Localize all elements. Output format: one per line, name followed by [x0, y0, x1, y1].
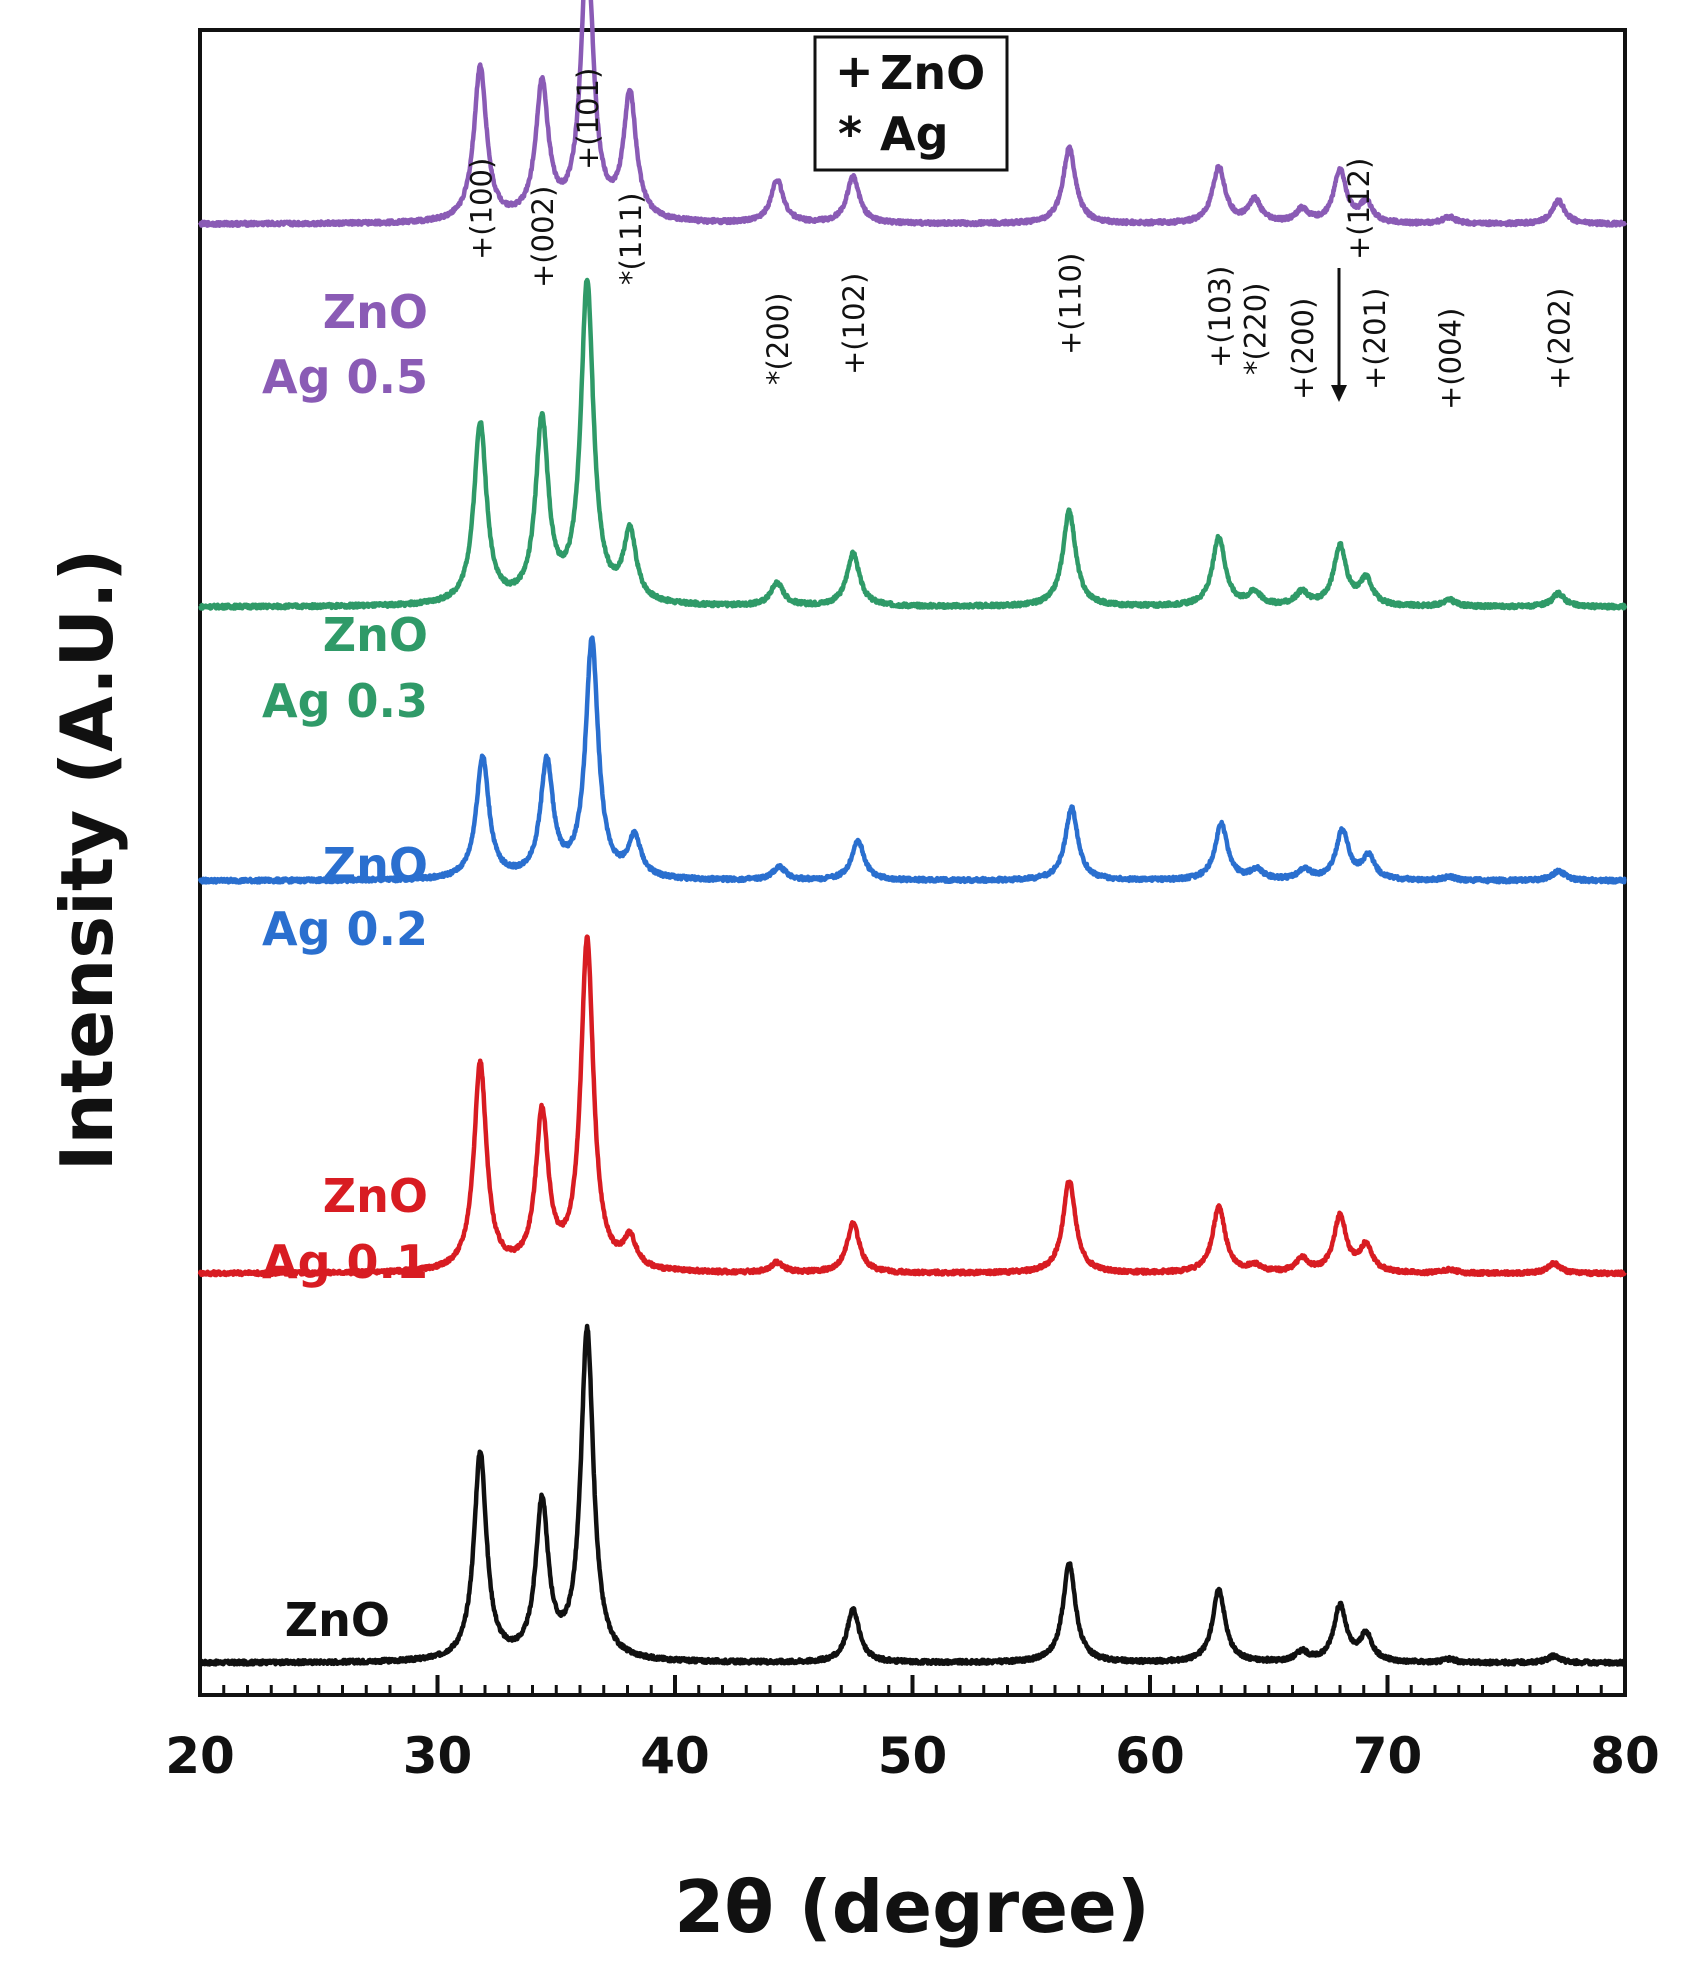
peak-label-10: +(112) — [1342, 158, 1376, 260]
series-line-1 — [197, 934, 1627, 1278]
legend: + ZnO * Ag — [813, 35, 1009, 172]
series-label-3-1: Ag 0.3 — [262, 674, 428, 728]
x-tick-label-80: 80 — [1590, 1727, 1660, 1785]
peak-label-3: *(111) — [614, 193, 648, 285]
peak-annotations: +(100) +(002) +(101) *(111) *(200) +(102) +(11… — [464, 68, 1576, 410]
legend-symbol-ag: * — [838, 107, 862, 161]
series-line-4 — [197, 0, 1628, 228]
series-label-1-0: ZnO — [323, 1169, 428, 1223]
series-label-1-1: Ag 0.1 — [262, 1235, 428, 1289]
peak-label-1: +(002) — [526, 186, 560, 288]
peak-label-4: *(200) — [761, 293, 795, 385]
x-tick-label-30: 30 — [403, 1727, 473, 1785]
legend-box — [813, 35, 1009, 172]
series-label-0-0: ZnO — [285, 1593, 390, 1647]
series-0: ZnO — [198, 1323, 1628, 1667]
series-line-0 — [198, 1323, 1628, 1667]
series-line-3 — [198, 277, 1628, 611]
series-2: ZnO Ag 0.2 — [197, 635, 1627, 956]
peak-label-9: +(200) — [1286, 298, 1320, 400]
x-axis-title: 2θ (degree) — [674, 1865, 1150, 1949]
x-axis-ticks: 20 30 40 50 60 70 80 — [165, 1675, 1660, 1785]
peak-label-7: +(103) — [1203, 266, 1237, 368]
peak-label-6: +(110) — [1053, 253, 1087, 355]
peak-label-11: +(201) — [1358, 288, 1392, 390]
series-label-2-1: Ag 0.2 — [262, 902, 428, 956]
x-tick-label-20: 20 — [165, 1727, 235, 1785]
x-tick-label-50: 50 — [878, 1727, 948, 1785]
series-3: ZnO Ag 0.3 — [198, 277, 1628, 728]
series-line-2 — [197, 635, 1627, 885]
peak-label-2: +(101) — [571, 68, 605, 170]
series-label-4-0: ZnO — [323, 285, 428, 339]
legend-label-ag: Ag — [880, 107, 949, 161]
peak-label-8: *(220) — [1239, 283, 1273, 375]
x-tick-label-60: 60 — [1115, 1727, 1185, 1785]
peak-112-arrow-head — [1331, 385, 1347, 402]
series-4: ZnO Ag 0.5 — [197, 0, 1628, 404]
series-label-4-1: Ag 0.5 — [262, 350, 428, 404]
peak-label-13: +(202) — [1543, 288, 1577, 390]
peak-label-0: +(100) — [464, 158, 498, 260]
peak-label-12: +(004) — [1433, 308, 1467, 410]
y-axis-title: Intensity (A.U.) — [45, 549, 129, 1172]
series-label-3-0: ZnO — [323, 608, 428, 662]
series-label-2-0: ZnO — [323, 838, 428, 892]
legend-label-zno: ZnO — [880, 46, 985, 100]
legend-symbol-zno: + — [835, 44, 874, 98]
x-tick-label-40: 40 — [640, 1727, 710, 1785]
peak-label-5: +(102) — [837, 273, 871, 375]
series-1: ZnO Ag 0.1 — [197, 934, 1627, 1289]
x-tick-label-70: 70 — [1353, 1727, 1423, 1785]
series-layer: ZnO ZnO Ag 0.1 ZnO Ag 0.2 ZnO Ag 0.3 ZnO Ag 0.5 — [197, 0, 1628, 1667]
